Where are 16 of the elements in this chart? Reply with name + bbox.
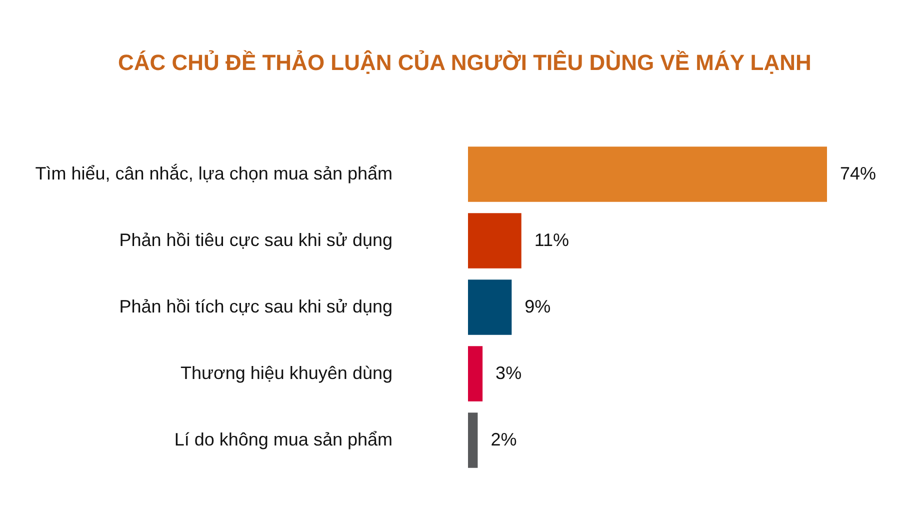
y-tick-label: Lí do không mua sản phẩm — [174, 429, 392, 450]
data-label: 2% — [490, 429, 517, 450]
data-label: 11% — [534, 230, 570, 250]
y-tick-label: Thương hiệu khuyên dùng — [180, 362, 392, 383]
bar — [468, 346, 483, 402]
bar — [468, 412, 478, 468]
y-tick-label: Phản hồi tích cực sau khi sử dụng — [119, 296, 392, 316]
y-tick-label: Phản hồi tiêu cực sau khi sử dụng — [119, 230, 392, 250]
bar — [468, 146, 827, 202]
y-tick-label: Tìm hiểu, cân nhắc, lựa chọn mua sản phẩm — [35, 163, 392, 184]
data-label: 74% — [840, 163, 876, 184]
data-label: 3% — [496, 362, 522, 383]
data-label: 9% — [524, 296, 551, 316]
bar — [468, 280, 512, 335]
chart-title: CÁC CHỦ ĐỀ THẢO LUẬN CỦA NGƯỜI TIÊU DÙNG VỀ MÁY LẠNH — [118, 50, 812, 75]
bar — [468, 213, 522, 268]
